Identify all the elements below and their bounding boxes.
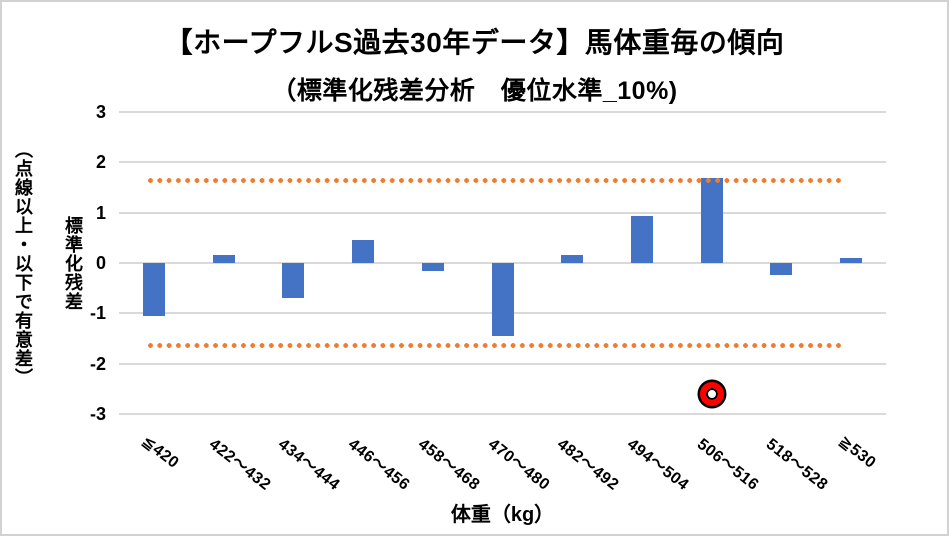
x-tick-label: 494～504	[623, 435, 692, 495]
y-tick-label: 2	[95, 152, 106, 173]
gridline	[119, 211, 886, 214]
y-tick-label: 0	[95, 253, 106, 273]
bar	[561, 255, 584, 263]
y-axis-title-line1: 標準化残差	[63, 215, 83, 311]
bar	[700, 177, 723, 263]
gridline	[119, 362, 886, 365]
x-tick-label: 422～432	[205, 435, 274, 495]
bar	[282, 263, 305, 299]
bar	[142, 263, 165, 317]
x-tick-label: 434～444	[275, 435, 344, 495]
highlight-red-circle-marker	[699, 381, 724, 406]
significance-dotted-line	[148, 177, 845, 183]
y-tick-label: 1	[95, 202, 106, 223]
bar	[630, 216, 653, 263]
bar	[212, 255, 235, 263]
bar	[352, 239, 375, 263]
bar	[421, 263, 444, 271]
x-tick-label: 446～456	[344, 435, 413, 495]
bar	[491, 263, 514, 337]
x-tick-label: 518～528	[763, 435, 832, 495]
y-axis-title-line2: （点線以上・以下で有意差）	[13, 139, 33, 387]
chart-subtitle: （標準化残差分析 優位水準_10%)	[271, 77, 678, 105]
y-tick-label: -3	[89, 404, 106, 424]
gridline	[119, 413, 886, 415]
x-tick-label: 482～492	[554, 435, 622, 495]
x-tick-label: 458～468	[414, 435, 483, 495]
x-tick-label: 506～516	[693, 435, 762, 495]
bar	[770, 263, 793, 275]
bar	[840, 257, 863, 263]
x-tick-label: ≦420	[138, 432, 182, 472]
chart-title: 【ホープフルS過去30年データ】馬体重毎の傾向	[164, 27, 785, 58]
gridline	[119, 111, 886, 113]
y-tick-label: -2	[89, 353, 106, 374]
x-tick-label: ≧530	[835, 432, 880, 472]
y-axis-title: （点線以上・以下で有意差） 標準化残差	[10, 112, 86, 414]
y-tick-label: -1	[89, 303, 106, 324]
x-tick-label: 470～480	[484, 435, 553, 495]
x-axis-title: 体重（kg）	[450, 504, 555, 526]
y-tick-label: 3	[95, 102, 106, 122]
significance-dotted-line	[148, 343, 845, 349]
plot-area	[119, 111, 886, 415]
gridline	[119, 161, 886, 164]
